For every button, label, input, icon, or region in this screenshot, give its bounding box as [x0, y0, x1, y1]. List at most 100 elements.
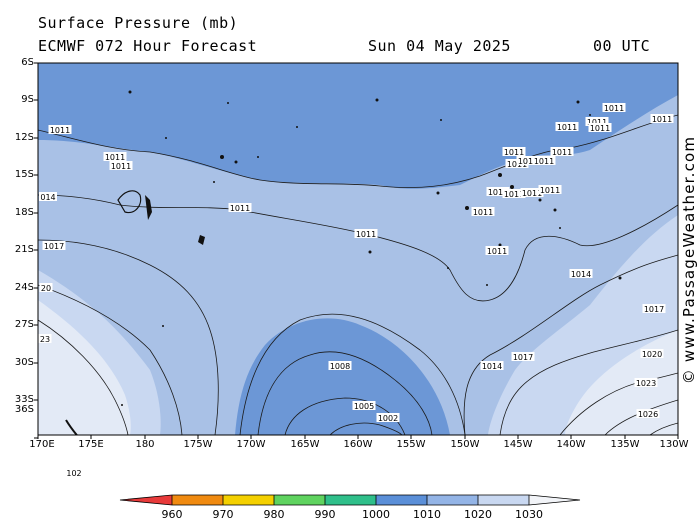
isobar-label: 1011 — [557, 123, 577, 132]
isobar-label: 1011 — [518, 157, 538, 166]
isobar-label-bg — [376, 413, 400, 422]
isobar-label: 1011 — [230, 204, 250, 213]
isobar-label-bg — [354, 229, 378, 238]
isobar-label-bg — [555, 122, 579, 131]
isobar-label: 1011 — [473, 208, 493, 217]
lon-label: 175E — [78, 439, 104, 450]
isobar-label-bg — [39, 192, 57, 201]
isobar-label-bg — [602, 103, 626, 112]
isobar-label-bg — [636, 409, 660, 418]
band-1030-west — [38, 300, 131, 435]
colorbar-cell-top — [529, 495, 580, 505]
isobar-label-bg — [511, 352, 535, 361]
isobar-label: 1005 — [354, 402, 374, 411]
colorbar-cell-960 — [120, 495, 172, 505]
isobar-label-bg — [502, 147, 526, 156]
isobar-label-bg — [485, 246, 509, 255]
isobar-label: 1017 — [44, 242, 64, 251]
isobar-label-bg — [48, 125, 72, 134]
lon-label: 140W — [556, 439, 586, 450]
isobar-label-bg — [642, 304, 666, 313]
map-title: Surface Pressure (mb) — [38, 14, 239, 32]
lat-label: 36S — [14, 404, 34, 415]
lon-label: 180 — [135, 439, 155, 450]
isobar-label: 20 — [41, 284, 51, 293]
lon-label: 165W — [290, 439, 320, 450]
isobar-label-bg — [109, 161, 133, 170]
lat-label: 15S — [14, 169, 34, 180]
isobar-label-bg — [520, 188, 544, 197]
colorbar-cell-1030 — [478, 495, 529, 505]
lat-label: 6S — [21, 57, 34, 68]
isobar-label-bg — [38, 334, 52, 343]
isobar-label-bg — [39, 283, 53, 292]
isobar-label-bg — [634, 378, 658, 387]
isobar-label: 1011 — [356, 230, 376, 239]
colorbar — [119, 494, 581, 506]
isobar-label: 1011 — [111, 162, 131, 171]
isobar-label: 1011 — [534, 157, 554, 166]
lon-label: 130W — [659, 439, 689, 450]
isobar-label: 1002 — [378, 414, 398, 423]
isobar-label: 1014 — [482, 362, 502, 371]
isobar-label: 1011 — [105, 153, 125, 162]
isobar-label: 23 — [40, 335, 50, 344]
isobar-label: 1026 — [638, 410, 658, 419]
lon-label: 150W — [450, 439, 480, 450]
lat-label: 21S — [14, 244, 34, 255]
lon-label: 170W — [236, 439, 266, 450]
isobar-label: 1011 — [590, 124, 610, 133]
isobar-label: 1011 — [50, 126, 70, 135]
isobar-label-bg — [650, 114, 674, 123]
colorbar-label: 1000 — [362, 508, 390, 521]
colorbar-label: 1020 — [464, 508, 492, 521]
forecast-time: 00 UTC — [593, 37, 651, 55]
pressure-field — [38, 63, 678, 435]
isobar-label: 1011 — [522, 189, 542, 198]
colorbar-label: 960 — [161, 508, 183, 521]
colorbar-cell-970 — [172, 495, 223, 505]
isobar-label-bg — [550, 147, 574, 156]
isobar-label: 1011 — [604, 104, 624, 113]
isobar-label-bg — [480, 361, 504, 370]
isobar-label: 1008 — [330, 362, 350, 371]
colorbar-label: 990 — [314, 508, 336, 521]
isobar-label-bg — [42, 241, 66, 250]
colorbar-cell-1000 — [325, 495, 376, 505]
lon-label: 145W — [503, 439, 533, 450]
colorbar-label: 1030 — [515, 508, 543, 521]
forecast-date: Sun 04 May 2025 — [368, 37, 511, 55]
colorbar-label: 970 — [212, 508, 234, 521]
lon-label: 170E — [29, 439, 55, 450]
isobar-label-bg — [640, 349, 664, 358]
model-label: ECMWF 072 Hour Forecast — [38, 37, 258, 55]
isobar-label-bg — [532, 156, 556, 165]
lat-label: 18S — [14, 207, 34, 218]
isobar-label: 1011 — [552, 148, 572, 157]
isobar-label: 1011 — [488, 188, 508, 197]
isobar-label: 1017 — [513, 353, 533, 362]
isobar-label: 1011 — [487, 247, 507, 256]
credit-text: © www.PassageWeather.com — [680, 135, 698, 385]
isobar-label-bg — [588, 123, 612, 132]
colorbar-label: 980 — [263, 508, 285, 521]
lat-label: 33S — [14, 394, 34, 405]
lon-label: 175W — [183, 439, 213, 450]
axis-ticks — [34, 62, 679, 439]
colorbar-cell-1010 — [376, 495, 427, 505]
isobar-label: 014 — [40, 193, 55, 202]
isobar-label-bg — [538, 185, 562, 194]
isobar-label: 1011 — [540, 186, 560, 195]
lon-label: 160W — [343, 439, 373, 450]
isobar-label: 1011 — [504, 148, 524, 157]
isobar-label-bg — [516, 156, 540, 165]
lon-label: 135W — [610, 439, 640, 450]
isobar-label: 1014 — [571, 270, 591, 279]
isobar-label-bg — [228, 203, 252, 212]
isobar-label: 1011 — [652, 115, 672, 124]
isobar-label-bg — [569, 269, 593, 278]
isobar-label-bg — [65, 468, 83, 477]
isobar-label-bg — [486, 187, 510, 196]
isobar-label-bg — [328, 361, 352, 370]
